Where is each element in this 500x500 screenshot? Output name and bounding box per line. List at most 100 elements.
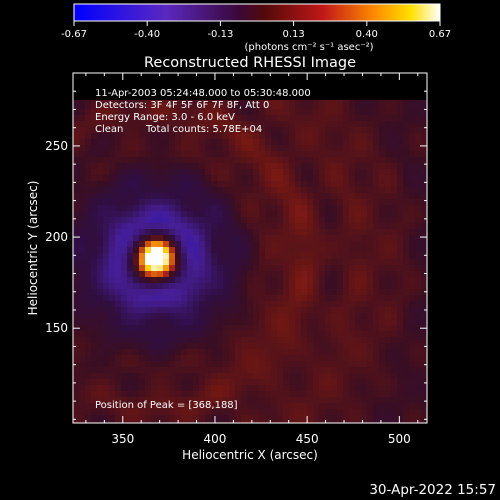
image-pixel (229, 277, 235, 283)
colorbar-tick-label: -0.13 (207, 29, 233, 40)
image-pixel (307, 181, 313, 187)
image-pixel (367, 85, 373, 91)
image-pixel (409, 235, 415, 241)
image-pixel (103, 205, 109, 211)
image-pixel (379, 415, 385, 421)
image-pixel (205, 157, 211, 163)
image-pixel (121, 277, 127, 283)
image-pixel (217, 205, 223, 211)
image-pixel (397, 301, 403, 307)
image-pixel (259, 229, 265, 235)
image-pixel (181, 217, 187, 223)
image-pixel (127, 295, 133, 301)
plot-frame (72, 72, 428, 424)
image-pixel (91, 229, 97, 235)
image-pixel (175, 199, 181, 205)
image-pixel (409, 301, 415, 307)
image-pixel (193, 361, 199, 367)
image-pixel (79, 379, 85, 385)
image-pixel (151, 109, 157, 115)
image-pixel (247, 379, 253, 385)
image-pixel (187, 163, 193, 169)
image-pixel (295, 391, 301, 397)
image-pixel (415, 373, 421, 379)
image-pixel (277, 301, 283, 307)
image-pixel (169, 229, 175, 235)
image-pixel (97, 355, 103, 361)
image-pixel (151, 229, 157, 235)
image-pixel (139, 79, 145, 85)
image-pixel (361, 235, 367, 241)
image-pixel (229, 127, 235, 133)
image-pixel (277, 211, 283, 217)
image-pixel (211, 109, 217, 115)
image-pixel (277, 277, 283, 283)
image-pixel (379, 421, 385, 423)
image-pixel (199, 223, 205, 229)
image-pixel (127, 331, 133, 337)
image-pixel (121, 313, 127, 319)
image-pixel (265, 247, 271, 253)
image-pixel (265, 367, 271, 373)
image-pixel (103, 253, 109, 259)
image-pixel (163, 223, 169, 229)
image-pixel (325, 109, 331, 115)
image-pixel (337, 253, 343, 259)
image-pixel (139, 169, 145, 175)
image-pixel (391, 91, 397, 97)
image-pixel (163, 103, 169, 109)
image-pixel (271, 295, 277, 301)
image-pixel (199, 247, 205, 253)
image-pixel (181, 235, 187, 241)
image-pixel (157, 145, 163, 151)
image-pixel (91, 331, 97, 337)
image-pixel (253, 115, 259, 121)
image-pixel (373, 337, 379, 343)
image-pixel (373, 217, 379, 223)
image-pixel (199, 289, 205, 295)
image-pixel (133, 331, 139, 337)
image-pixel (403, 205, 409, 211)
image-pixel (115, 109, 121, 115)
image-pixel (187, 127, 193, 133)
image-pixel (361, 187, 367, 193)
image-pixel (115, 127, 121, 133)
image-pixel (223, 313, 229, 319)
image-pixel (145, 193, 151, 199)
image-pixel (175, 337, 181, 343)
image-pixel (79, 199, 85, 205)
image-pixel (415, 103, 421, 109)
image-pixel (277, 367, 283, 373)
image-pixel (277, 205, 283, 211)
image-pixel (379, 175, 385, 181)
image-pixel (283, 175, 289, 181)
image-pixel (145, 103, 151, 109)
image-pixel (319, 259, 325, 265)
image-pixel (211, 409, 217, 415)
image-pixel (181, 307, 187, 313)
image-pixel (253, 103, 259, 109)
image-pixel (91, 217, 97, 223)
image-pixel (73, 229, 79, 235)
image-pixel (121, 289, 127, 295)
image-pixel (217, 151, 223, 157)
image-pixel (283, 199, 289, 205)
image-pixel (277, 361, 283, 367)
image-pixel (169, 235, 175, 241)
image-pixel (151, 307, 157, 313)
image-pixel (181, 169, 187, 175)
image-pixel (253, 301, 259, 307)
image-pixel (175, 379, 181, 385)
image-pixel (391, 421, 397, 423)
image-pixel (157, 355, 163, 361)
image-pixel (361, 415, 367, 421)
image-pixel (175, 100, 181, 103)
image-pixel (151, 331, 157, 337)
image-pixel (343, 283, 349, 289)
image-pixel (157, 169, 163, 175)
image-pixel (343, 373, 349, 379)
image-pixel (289, 253, 295, 259)
image-pixel (265, 337, 271, 343)
image-pixel (163, 127, 169, 133)
image-pixel (175, 373, 181, 379)
